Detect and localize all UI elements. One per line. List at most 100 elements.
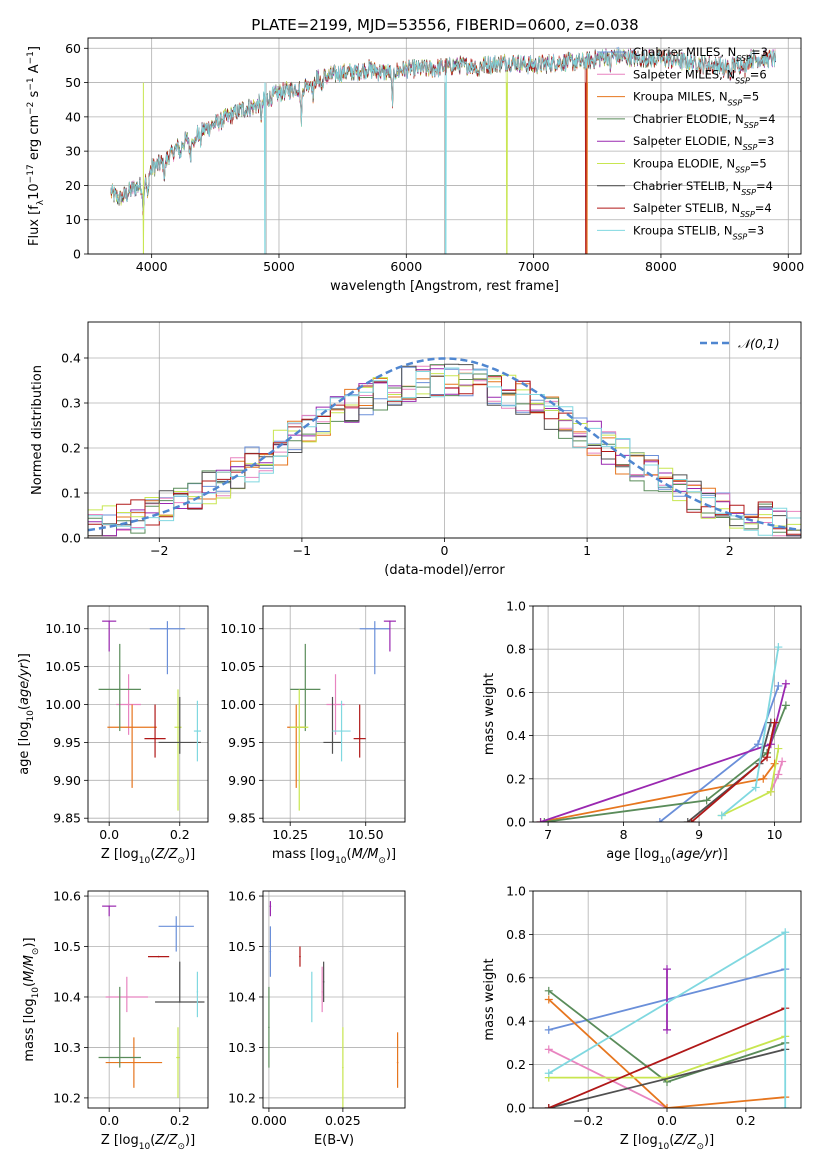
plot-area — [536, 643, 790, 822]
data-point-5 — [177, 726, 179, 729]
x-tick-label: 7 — [544, 827, 552, 842]
weight-line-2 — [548, 998, 786, 1108]
x-axis-label: Z [log10(Z/Z⊙)] — [101, 847, 195, 866]
y-tick-label: 0.2 — [506, 771, 526, 786]
data-point-0 — [373, 627, 376, 630]
legend-label-3: Chabrier ELODIE, NSSP=4 — [633, 112, 775, 129]
spectrum-panel: 4000 5000 6000 7000 8000 9000 0 10 20 30 40 50 60 wav… — [26, 37, 804, 294]
x-axis-label: wavelength [Angstrom, rest frame] — [330, 279, 559, 294]
weight-line-7 — [548, 1007, 786, 1108]
data-point-8 — [340, 730, 343, 732]
x-tick-label: 1 — [583, 543, 591, 558]
data-point-6 — [322, 981, 325, 983]
x-tick-label: 8000 — [645, 259, 677, 274]
y-tick-label: 9.85 — [53, 811, 81, 826]
data-point-8 — [196, 991, 199, 993]
axes-frame — [532, 890, 802, 1109]
weight-vs-metallicity-panel: −0.2 0.0 0.2 0.0 0.2 0.4 0.6 0.8 1.0 Z [log10(Z/Z… — [482, 884, 802, 1152]
y-tick-label: 0.2 — [61, 441, 81, 456]
x-tick-label: 0.2 — [736, 1113, 756, 1128]
y-tick-label: 0.0 — [61, 531, 81, 546]
y-tick-label: 40 — [65, 109, 81, 124]
data-point-5 — [177, 1056, 179, 1059]
y-tick-label: 9.95 — [53, 735, 81, 750]
weight-marker-8-2 — [781, 1104, 790, 1108]
weight-line-3 — [544, 705, 787, 822]
data-point-0 — [166, 627, 169, 630]
weight-line-1 — [548, 1048, 668, 1108]
y-tick-label: 60 — [65, 41, 81, 56]
x-tick-label: −2 — [150, 543, 168, 558]
age-vs-mass-panel: 10.25 10.50 9.85 9.90 9.95 10.00 10.05 10.10 mas… — [220, 605, 406, 866]
weight-marker-1-1 — [774, 770, 783, 779]
x-tick-label: 9 — [695, 827, 703, 842]
y-tick-label: 9.95 — [228, 735, 256, 750]
data-point-7 — [154, 737, 156, 740]
data-point-2 — [133, 1061, 135, 1064]
x-tick-label: 0.2 — [170, 1113, 190, 1128]
x-tick-label: 7000 — [518, 259, 550, 274]
axes-frame — [532, 605, 802, 823]
y-axis-label: mass [log10(M/M⊙)] — [22, 937, 41, 1061]
legend-label-0: Chabrier MILES, NSSP=3 — [633, 45, 768, 63]
y-tick-label: 0.6 — [506, 970, 526, 985]
weight-marker-0-0 — [544, 1025, 553, 1034]
data-point-1 — [126, 996, 128, 998]
x-tick-label: −1 — [293, 543, 311, 558]
y-tick-label: 10.4 — [53, 989, 81, 1004]
legend-label-1: Salpeter MILES, NSSP=6 — [633, 67, 767, 85]
weight-marker-6-0 — [683, 818, 692, 822]
x-axis-label: (data-model)/error — [384, 563, 505, 578]
x-tick-label: 10.25 — [272, 827, 308, 842]
weight-marker-1-2 — [778, 757, 787, 766]
legend-label-4: Salpeter ELODIE, NSSP=3 — [633, 134, 774, 152]
weight-marker-3-0 — [544, 986, 553, 995]
y-tick-label: 0 — [73, 247, 81, 262]
y-tick-label: 10.10 — [45, 621, 81, 636]
data-point-1 — [127, 703, 130, 706]
histogram-8 — [88, 367, 801, 538]
weight-marker-0-2 — [774, 681, 783, 690]
data-point-3 — [268, 1026, 270, 1029]
y-tick-label: 1.0 — [506, 884, 526, 899]
y-axis-label: mass weight — [482, 958, 497, 1040]
weight-marker-7-1 — [763, 753, 772, 762]
y-tick-label: 9.90 — [228, 773, 256, 788]
y-tick-label: 9.90 — [53, 773, 81, 788]
y-tick-label: 20 — [65, 178, 81, 193]
weight-marker-5-2 — [774, 744, 783, 753]
weight-marker-5-1 — [766, 787, 775, 796]
x-tick-label: 6000 — [390, 259, 422, 274]
y-tick-label: 10 — [65, 212, 81, 227]
weight-marker-8-1 — [781, 928, 790, 937]
data-point-6 — [331, 741, 334, 744]
y-tick-label: 0.4 — [61, 351, 81, 366]
y-tick-label: 0.6 — [506, 685, 526, 700]
x-tick-label: 10.50 — [348, 827, 384, 842]
weight-marker-4-0 — [663, 1025, 671, 1034]
weight-marker-4-0 — [536, 818, 545, 822]
x-axis-label: age [log10(age/yr)] — [606, 847, 728, 866]
y-tick-label: 10.3 — [53, 1040, 81, 1055]
y-tick-label: 0.1 — [61, 486, 81, 501]
x-tick-label: 9000 — [772, 259, 804, 274]
axes-frame — [87, 605, 209, 823]
x-tick-label: 2 — [726, 543, 734, 558]
x-tick-label: 0.0 — [657, 1113, 677, 1128]
plot-area — [287, 620, 396, 811]
weight-marker-8-0 — [544, 1069, 553, 1078]
data-point-0 — [175, 925, 178, 928]
data-point-4 — [108, 620, 110, 622]
weight-marker-2-1 — [663, 1104, 671, 1108]
spectrum-line-8 — [110, 47, 776, 254]
x-axis-label: Z [log10(Z/Z⊙)] — [101, 1133, 195, 1152]
weight-marker-2-0 — [544, 995, 553, 1004]
y-axis-label: age [log10(age/yr)] — [17, 653, 36, 775]
axes-frame — [87, 37, 802, 255]
data-point-3 — [118, 688, 121, 691]
y-tick-label: 0.2 — [506, 1057, 526, 1072]
plot-area — [98, 905, 205, 1098]
weight-vs-age-panel: 7 8 9 10 0.0 0.2 0.4 0.6 0.8 1.0 age [log10(age/yr… — [482, 599, 802, 866]
weight-marker-0-0 — [655, 818, 664, 822]
